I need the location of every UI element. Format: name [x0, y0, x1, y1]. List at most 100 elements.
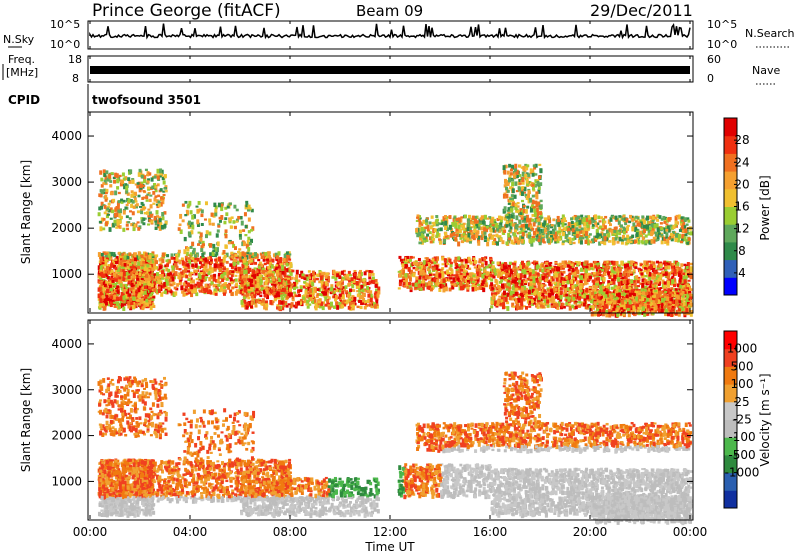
range-cell [675, 233, 679, 238]
range-cell [299, 301, 303, 305]
range-cell [366, 300, 370, 303]
range-cell [290, 276, 294, 280]
range-cell [152, 281, 156, 286]
range-cell [415, 277, 419, 283]
range-cell [169, 271, 173, 276]
range-cell [148, 198, 152, 203]
range-cell [259, 294, 263, 298]
range-cell [138, 281, 142, 286]
range-cell [259, 279, 263, 283]
range-cell [183, 261, 187, 265]
range-cell [412, 261, 416, 265]
range-cell [288, 276, 292, 281]
range-cell [244, 257, 248, 261]
range-cell [151, 298, 155, 301]
range-cell [426, 233, 430, 237]
range-cell [521, 235, 525, 239]
range-cell [273, 283, 277, 288]
range-cell [250, 284, 254, 288]
range-cell [642, 219, 646, 225]
range-cell [116, 220, 120, 226]
range-cell [121, 268, 125, 272]
range-cell [316, 288, 320, 292]
range-cell [210, 280, 214, 284]
range-cell [586, 240, 590, 246]
range-cell [608, 228, 612, 232]
range-cell [99, 189, 103, 193]
range-cell [125, 203, 129, 207]
range-cell [622, 229, 626, 235]
range-cell [299, 289, 303, 293]
range-cell [474, 286, 478, 292]
range-cell [656, 228, 660, 233]
range-cell [118, 220, 122, 225]
range-cell [652, 239, 656, 244]
range-cell [226, 205, 230, 209]
range-cell [587, 215, 591, 220]
range-cell [341, 290, 345, 295]
range-cell [475, 220, 479, 224]
range-cell [199, 237, 203, 242]
range-cell [285, 257, 289, 263]
range-cell [489, 224, 493, 228]
range-cell [295, 294, 299, 298]
range-cell [137, 251, 141, 256]
range-cell [678, 228, 682, 233]
range-cell [99, 170, 103, 175]
freq-unit: [MHz] [6, 66, 38, 79]
range-cell [486, 274, 490, 279]
range-cell [120, 285, 124, 290]
range-cell [444, 262, 448, 268]
range-cell [204, 201, 208, 206]
range-cell [419, 261, 423, 265]
range-cell [141, 203, 145, 208]
range-cell [208, 290, 212, 294]
range-cell [128, 270, 132, 274]
range-cell [468, 241, 472, 244]
range-cell [491, 227, 495, 233]
range-cell [154, 195, 158, 198]
range-cell [315, 273, 319, 277]
range-cell [429, 287, 433, 292]
range-cell [131, 259, 135, 262]
range-cell [633, 288, 637, 291]
range-cell [145, 278, 149, 283]
range-cell [149, 194, 153, 197]
range-cell [140, 293, 144, 296]
range-cell [162, 190, 166, 193]
range-cell [117, 305, 121, 309]
range-cell [468, 272, 472, 277]
range-cell [125, 289, 129, 294]
range-cell [482, 274, 486, 279]
range-cell [641, 215, 645, 219]
range-cell [152, 182, 156, 188]
range-cell [107, 281, 111, 285]
range-cell [600, 241, 604, 244]
range-cell [454, 237, 458, 242]
range-cell [279, 272, 283, 277]
range-cell [418, 279, 422, 284]
range-cell [151, 175, 155, 179]
range-cell [611, 241, 615, 246]
range-cell [160, 224, 164, 230]
range-cell [190, 284, 194, 290]
range-cell [435, 264, 439, 270]
range-cell [100, 201, 104, 206]
range-cell [208, 222, 212, 226]
range-cell [348, 279, 352, 283]
range-cell [120, 303, 124, 307]
range-cell [105, 170, 109, 175]
range-cell [646, 220, 650, 225]
range-cell [121, 172, 125, 177]
range-cell [103, 257, 107, 261]
range-cell [217, 283, 221, 288]
range-cell [641, 219, 645, 223]
range-cell [293, 291, 297, 294]
range-cell [291, 298, 295, 302]
range-cell [455, 233, 459, 238]
range-cell [332, 305, 336, 309]
range-cell [204, 234, 208, 239]
range-cell [639, 230, 643, 235]
range-cell [200, 279, 204, 282]
range-cell [113, 179, 117, 184]
